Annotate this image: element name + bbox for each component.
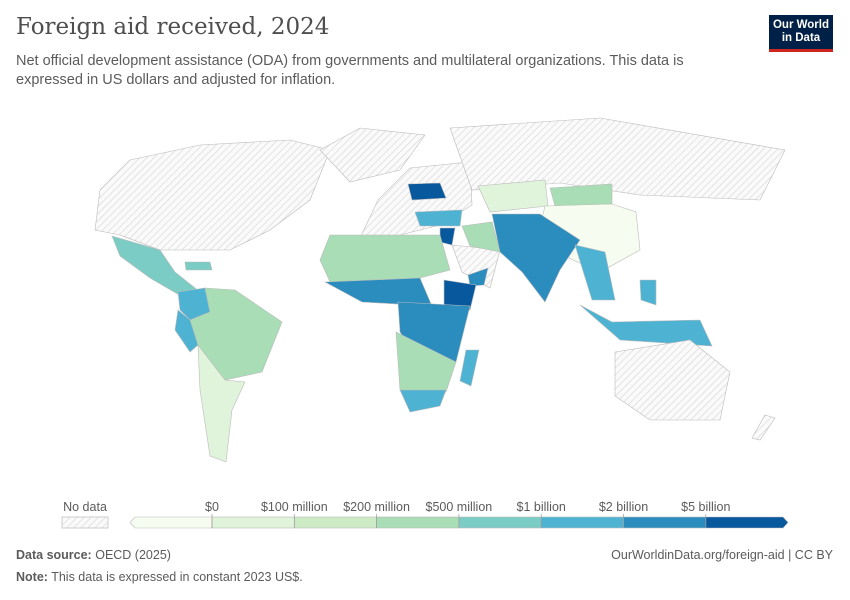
data-source: Data source: OECD (2025) bbox=[16, 548, 171, 562]
region-yemen[interactable] bbox=[467, 267, 489, 287]
legend-threshold-label: $1 billion bbox=[517, 500, 566, 514]
region-north-america[interactable] bbox=[94, 139, 331, 251]
legend-threshold-label: $500 million bbox=[426, 500, 493, 514]
chart-note: Note: This data is expressed in constant… bbox=[16, 570, 303, 584]
region-ethiopia[interactable] bbox=[443, 279, 477, 311]
note-label: Note: bbox=[16, 570, 48, 584]
region-west-africa[interactable] bbox=[323, 277, 433, 307]
legend-bin[interactable] bbox=[211, 516, 295, 529]
legend-threshold-label: $100 million bbox=[261, 500, 328, 514]
region-madagascar[interactable] bbox=[459, 349, 480, 387]
legend-threshold-label: $2 billion bbox=[599, 500, 648, 514]
source-label: Data source: bbox=[16, 548, 92, 562]
region-north-africa[interactable] bbox=[319, 234, 451, 283]
region-new-zealand[interactable] bbox=[751, 414, 776, 441]
region-south-asia[interactable] bbox=[491, 213, 581, 303]
owid-logo[interactable]: Our World in Data bbox=[769, 15, 833, 52]
legend-no-data-label: No data bbox=[63, 500, 107, 514]
legend-bin[interactable] bbox=[293, 516, 377, 529]
source-link[interactable]: OECD (2025) bbox=[95, 548, 171, 562]
region-greenland[interactable] bbox=[319, 127, 426, 183]
chart-url[interactable]: OurWorldinData.org/foreign-aid | CC BY bbox=[611, 548, 833, 562]
region-philippines[interactable] bbox=[639, 279, 657, 306]
legend-bin[interactable] bbox=[705, 516, 789, 529]
legend-no-data-swatch bbox=[61, 516, 109, 529]
legend: No data $0 $100 million $200 million $500 m… bbox=[61, 500, 789, 529]
region-central-asia[interactable] bbox=[477, 179, 549, 213]
region-mongolia[interactable] bbox=[549, 183, 613, 207]
region-south-africa[interactable] bbox=[399, 389, 447, 413]
legend-threshold-label: $5 billion bbox=[681, 500, 730, 514]
chart-title: Foreign aid received, 2024 bbox=[16, 14, 330, 40]
chart-subtitle: Net official development assistance (ODA… bbox=[16, 53, 684, 88]
legend-bin[interactable] bbox=[623, 516, 707, 529]
legend-bin[interactable] bbox=[540, 516, 624, 529]
region-australia[interactable] bbox=[614, 339, 731, 421]
legend-bin-below-zero[interactable] bbox=[129, 516, 213, 529]
region-ukraine[interactable] bbox=[407, 182, 447, 201]
region-turkey[interactable] bbox=[414, 209, 463, 227]
legend-threshold-label: $0 bbox=[205, 500, 219, 514]
note-text: This data is expressed in constant 2023 … bbox=[51, 570, 303, 584]
legend-threshold-label: $200 million bbox=[343, 500, 410, 514]
region-peru[interactable] bbox=[174, 309, 199, 353]
region-indonesia[interactable] bbox=[579, 304, 713, 347]
legend-bin[interactable] bbox=[458, 516, 542, 529]
logo-text: Our World in Data bbox=[772, 19, 829, 44]
region-caribbean[interactable] bbox=[184, 261, 213, 271]
region-southern-cone[interactable] bbox=[197, 344, 246, 463]
region-mainland-se-asia[interactable] bbox=[574, 244, 616, 301]
legend-bin[interactable] bbox=[376, 516, 460, 529]
